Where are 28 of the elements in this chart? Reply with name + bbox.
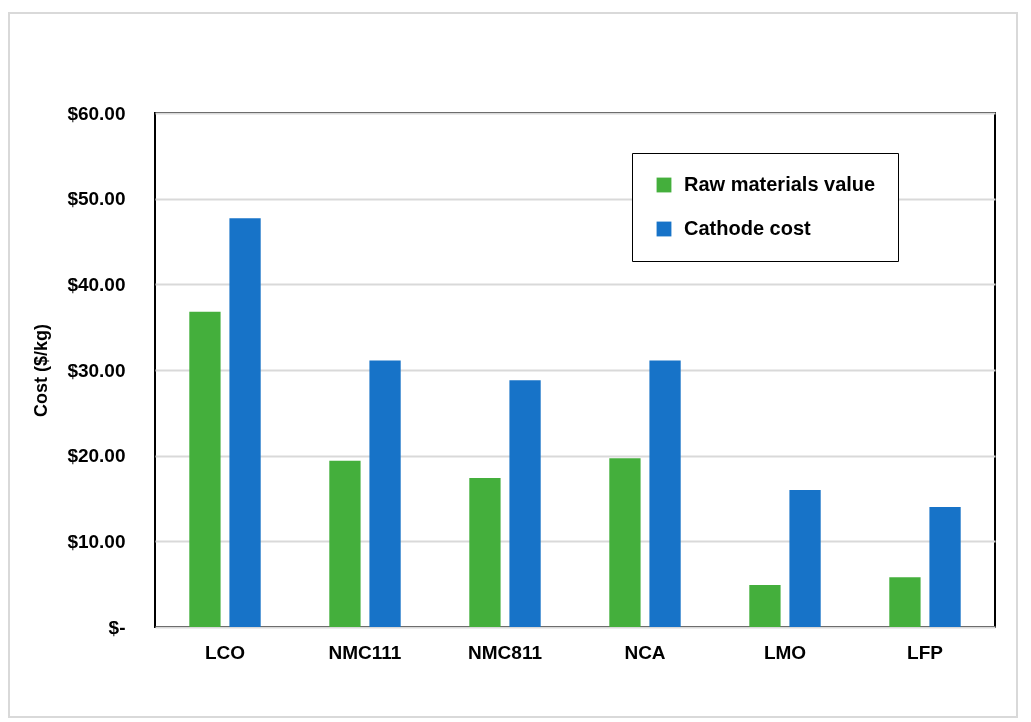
bar: [189, 311, 221, 627]
bar: [929, 507, 961, 627]
legend-label: Cathode cost: [684, 217, 812, 239]
x-tick-label: LCO: [204, 641, 246, 663]
bar: [749, 585, 781, 627]
bar: [509, 380, 541, 627]
bar: [649, 360, 681, 627]
bar: [609, 458, 641, 627]
x-tick-label: NMC111: [328, 641, 402, 663]
bar: [329, 460, 361, 627]
y-tick-label: $60.00: [67, 102, 126, 124]
legend-label: Raw materials value: [684, 173, 876, 195]
x-tick-label: LMO: [763, 641, 807, 663]
bar: [789, 489, 821, 627]
y-tick-label: $50.00: [67, 188, 126, 210]
bar: [369, 360, 401, 627]
y-tick-label: $20.00: [67, 445, 126, 467]
y-tick-label: $-: [108, 616, 126, 638]
x-tick-label: NMC811: [468, 641, 543, 663]
bar: [229, 218, 261, 627]
y-tick-label: $10.00: [67, 530, 126, 552]
y-tick-label: $30.00: [67, 359, 126, 381]
y-tick-label: $40.00: [67, 273, 126, 295]
x-tick-label: NCA: [624, 641, 666, 663]
bar: [469, 477, 501, 627]
y-axis-title: Cost ($/kg): [31, 323, 52, 418]
x-tick-label: LFP: [907, 641, 944, 663]
bar: [889, 577, 921, 627]
